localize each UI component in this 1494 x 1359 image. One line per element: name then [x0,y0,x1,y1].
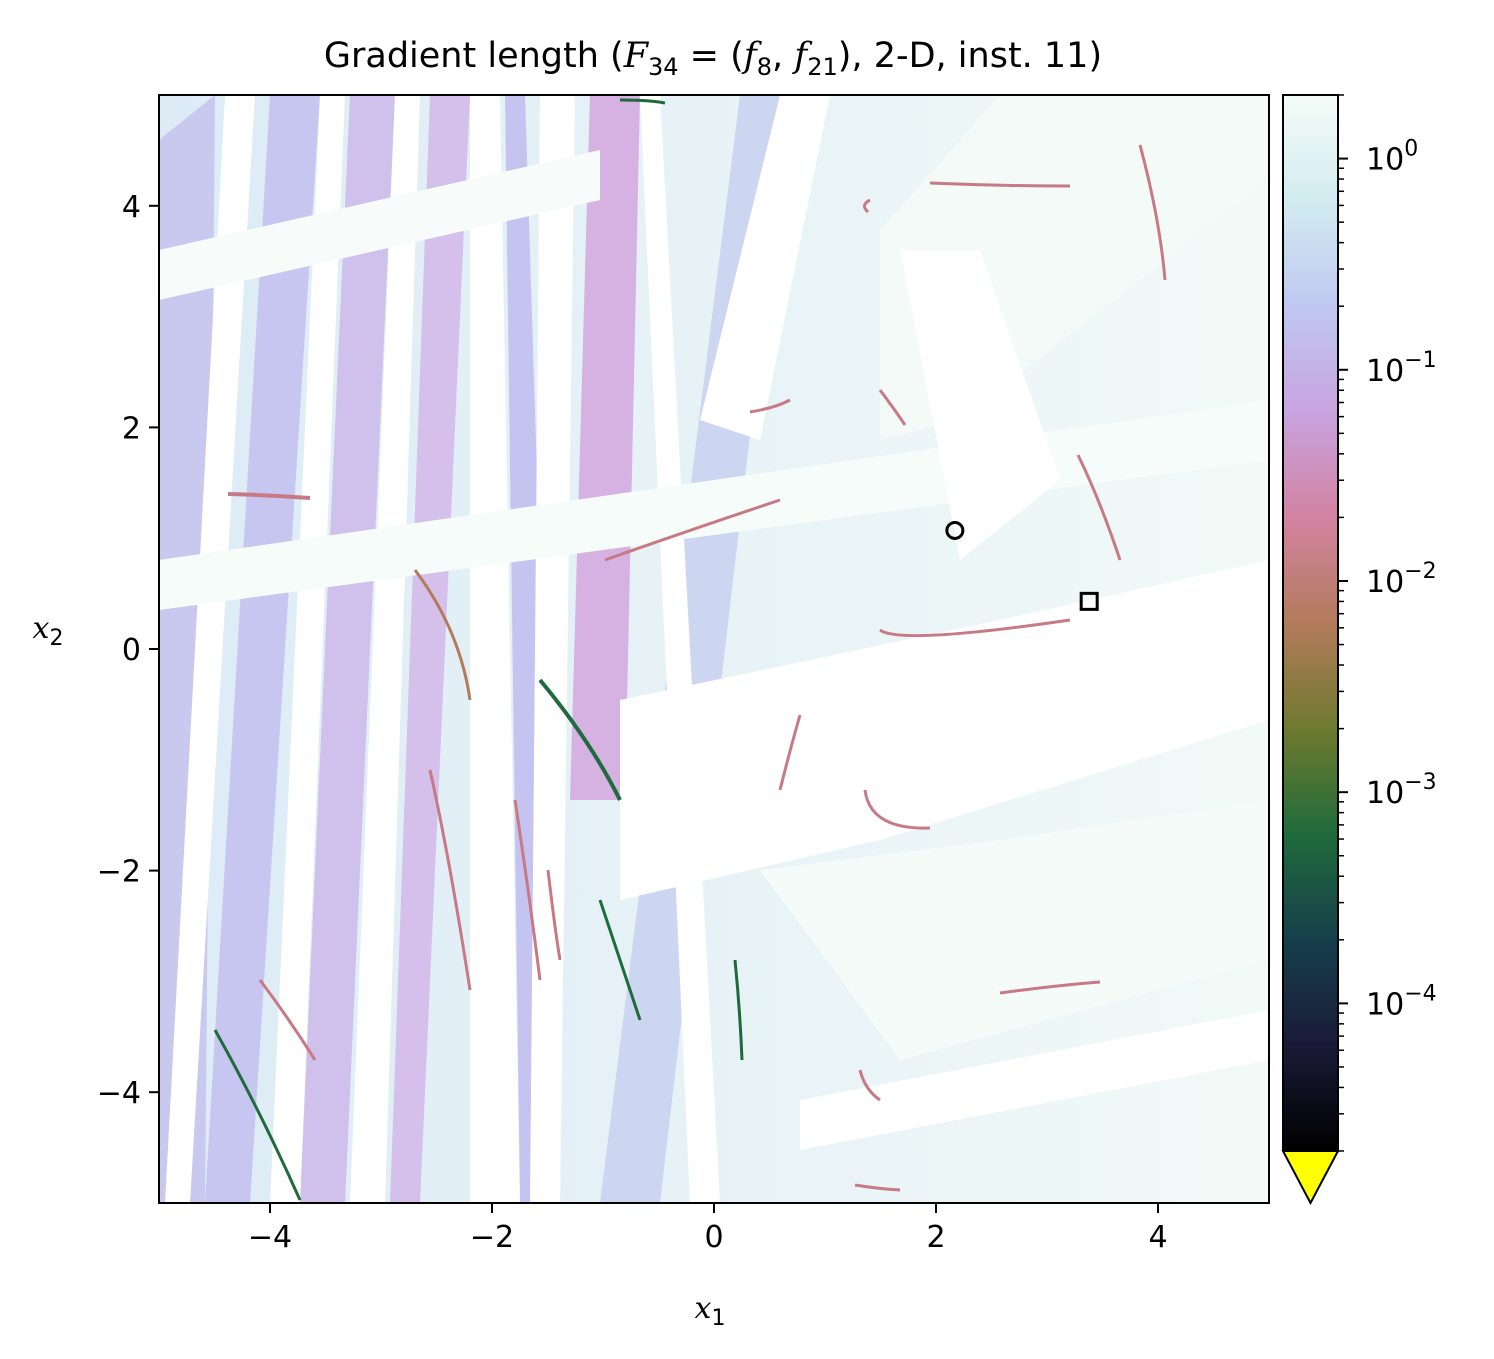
x-axis: −4 −2 0 2 4 [248,1203,1168,1255]
colorbar-tick-label: 10−4 [1366,981,1437,1022]
colorbar-ticks: 100 10−1 10−2 10−3 10−4 [1338,94,1437,1152]
x-axis-label: x1 [695,1291,726,1331]
colorbar-tick-label: 10−3 [1366,770,1437,811]
colorbar-tick-label: 10−1 [1366,348,1437,389]
colorbar-extend-min [1281,1150,1340,1206]
y-tick-label: −2 [97,855,141,890]
marker-square [1079,591,1099,611]
marker-circle [945,520,965,540]
colorbar: 100 10−1 10−2 10−3 10−4 [1281,94,1437,1206]
y-axis-label: x2 [33,611,64,651]
x-tick-label: −2 [470,1220,514,1255]
colorbar-outline [1282,94,1339,1151]
x-tick-label: −4 [248,1220,292,1255]
heatmap-field [159,95,1269,1203]
colorbar-tick-label: 100 [1366,137,1418,178]
y-tick-label: −4 [97,1076,141,1111]
y-tick-label: 4 [122,190,141,225]
colorbar-body [1283,95,1338,1151]
y-axis: −4 −2 0 2 4 [97,190,159,1111]
markers-layer [945,520,1099,611]
chart-title: Gradient length (F34 = (f8, f21), 2-D, i… [324,36,1102,81]
y-tick-label: 2 [122,411,141,446]
x-tick-label: 4 [1148,1220,1167,1255]
y-tick-label: 0 [122,633,141,668]
x-tick-label: 2 [926,1220,945,1255]
colorbar-tick-label: 10−2 [1366,559,1437,600]
x-tick-label: 0 [704,1220,723,1255]
